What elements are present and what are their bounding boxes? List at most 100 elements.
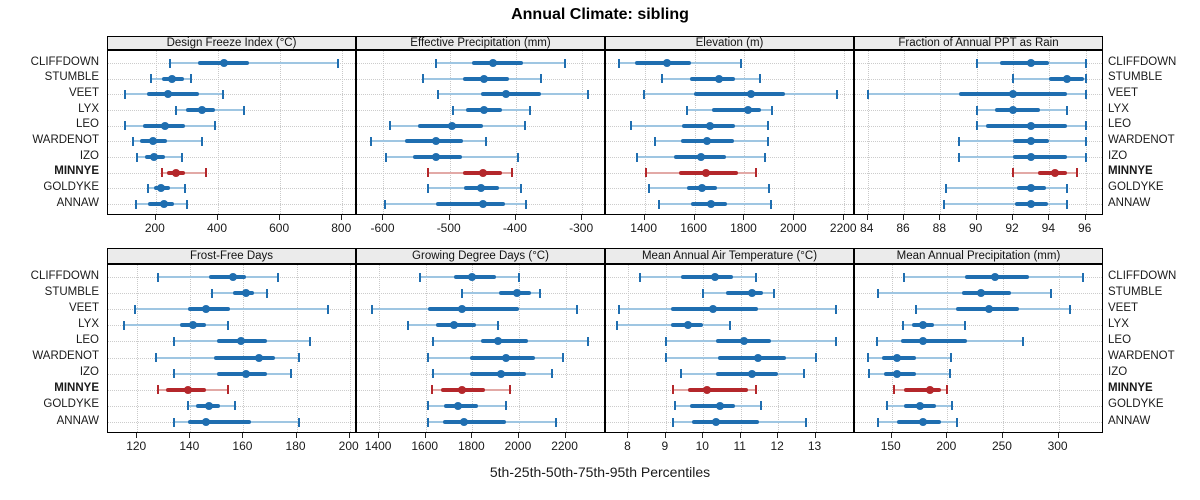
h-gridline [855, 325, 1102, 327]
x-tick-label: 800 [331, 221, 352, 235]
whisker-cap-right [529, 105, 532, 115]
x-tick [903, 215, 905, 220]
x-tick [843, 215, 845, 220]
whisker-cap-right [1084, 74, 1087, 84]
v-gridline [844, 51, 846, 214]
whisker-cap-right [754, 168, 757, 178]
x-tick-label: 140 [179, 439, 200, 453]
whisker-cap-left [134, 199, 137, 209]
whisker-cap-right [754, 385, 757, 395]
whisker-cap-right [550, 369, 553, 379]
median-dot [1063, 74, 1072, 83]
whisker-cap-right [760, 401, 763, 411]
row-label-left-stumble: STUMBLE [44, 71, 99, 84]
whisker-cap-left [892, 385, 895, 395]
median-dot [512, 289, 521, 298]
panel-strip-elevation-m: Elevation (m) [605, 36, 854, 50]
v-gridline [740, 265, 742, 432]
v-gridline [217, 51, 219, 214]
x-tick-label: 90 [968, 221, 983, 235]
whisker-cap-left [431, 336, 434, 346]
v-gridline [1058, 265, 1060, 432]
whisker-cap-right [221, 89, 224, 99]
x-tick [279, 215, 281, 220]
row-label-right-veet: VEET [1108, 301, 1139, 314]
median-dot [197, 106, 206, 114]
median-dot [228, 273, 237, 281]
v-gridline [383, 51, 385, 214]
whisker-cap-left [383, 199, 386, 209]
median-dot [707, 200, 716, 208]
whisker-cap-right [835, 89, 838, 99]
whisker-cap-right [1084, 58, 1087, 68]
median-dot [712, 418, 721, 426]
whisker-cap-left [427, 417, 430, 427]
whisker-cap-left [422, 74, 425, 84]
row-label-left-stumble: STUMBLE [44, 285, 99, 298]
whisker-cap-left [430, 385, 433, 395]
whisker-cap-left [975, 105, 978, 115]
x-tick-label: 1600 [411, 439, 439, 453]
x-tick [627, 433, 629, 438]
x-tick [514, 215, 516, 220]
median-dot [476, 184, 485, 193]
x-tick-label: 88 [932, 221, 947, 235]
median-dot [747, 90, 756, 99]
v-gridline [425, 265, 427, 432]
h-gridline [108, 78, 355, 80]
whisker-cap-right [767, 136, 770, 146]
whisker-cap-right [226, 385, 229, 395]
whisker-cap-right [1049, 288, 1052, 298]
row-label-left-lyx: LYX [78, 102, 99, 115]
h-gridline [108, 188, 355, 190]
x-tick [136, 433, 138, 438]
row-label-right-goldyke: GOLDYKE [1108, 398, 1164, 411]
plot-area-mean-annual-precipitation-mm [854, 264, 1103, 433]
whisker-cap-left [915, 304, 918, 314]
x-tick [189, 433, 191, 438]
whisker-line [169, 62, 338, 64]
v-gridline [644, 51, 646, 214]
whisker-cap-right [234, 401, 237, 411]
whisker-cap-right [1084, 152, 1087, 162]
whisker-cap-left [867, 353, 870, 363]
whisker-cap-left [371, 304, 374, 314]
whisker-cap-left [186, 401, 189, 411]
iqr-bar [718, 355, 786, 360]
x-tick-label: 12 [770, 439, 784, 453]
h-gridline [855, 373, 1102, 375]
x-tick-label: 400 [206, 221, 227, 235]
v-gridline [794, 51, 796, 214]
x-tick [664, 433, 666, 438]
v-gridline [190, 265, 192, 432]
whisker-cap-right [496, 320, 499, 330]
row-label-left-cliffdown: CLIFFDOWN [30, 269, 99, 282]
panel-strip-frost-free-days: Frost-Free Days [107, 248, 356, 264]
row-label-left-goldyke: GOLDYKE [43, 398, 99, 411]
strip-title: Mean Annual Air Temperature (°C) [641, 250, 818, 262]
x-tick-label: 150 [880, 439, 901, 453]
whisker-cap-right [769, 199, 772, 209]
plot-area-mean-annual-air-temperature-c [605, 264, 854, 433]
x-tick [517, 433, 519, 438]
v-gridline [379, 265, 381, 432]
whisker-cap-left [173, 369, 176, 379]
median-dot [1027, 121, 1036, 130]
whisker-cap-right [538, 288, 541, 298]
h-gridline [108, 204, 355, 205]
whisker-cap-right [204, 168, 207, 178]
row-label-left-leo: LEO [75, 118, 99, 131]
x-tick [946, 433, 948, 438]
whisker-cap-right [1066, 183, 1069, 193]
h-gridline [855, 357, 1102, 359]
median-dot [202, 418, 211, 426]
whisker-cap-left [154, 353, 157, 363]
x-tick-label: 250 [991, 439, 1012, 453]
median-dot [480, 74, 489, 83]
median-dot [715, 74, 724, 83]
whisker-cap-left [868, 369, 871, 379]
percentile-caption: 5th-25th-50th-75th-95th Percentiles [489, 464, 711, 480]
x-tick [341, 215, 343, 220]
whisker-cap-right [516, 152, 519, 162]
